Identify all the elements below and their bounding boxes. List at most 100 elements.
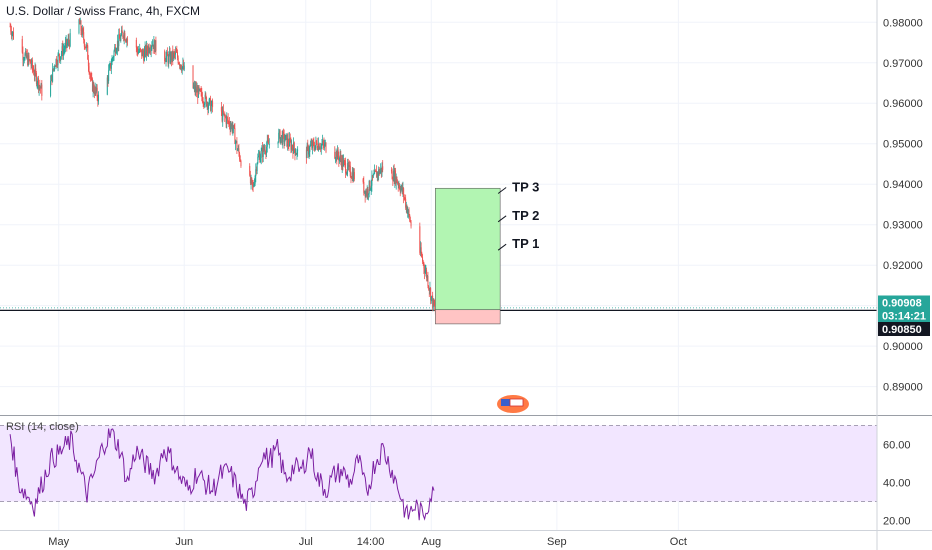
- countdown-badge-bg: [878, 308, 930, 323]
- tp-label: TP 1: [512, 236, 539, 251]
- candle-body: [62, 49, 64, 56]
- candle-body: [28, 55, 30, 60]
- candle-body: [368, 180, 370, 194]
- candle-body: [135, 39, 137, 48]
- candle-body: [344, 161, 346, 163]
- candle-body: [282, 132, 284, 134]
- candle-body: [125, 40, 127, 41]
- candle-body: [210, 104, 212, 111]
- candle-body: [229, 126, 231, 130]
- candle-body: [126, 39, 128, 43]
- candle-body: [295, 154, 297, 155]
- candle-body: [210, 98, 212, 111]
- candle-body: [407, 212, 409, 214]
- candle-body: [346, 172, 348, 175]
- candle-body: [166, 51, 168, 57]
- candle-body: [206, 103, 208, 107]
- candle-body: [175, 51, 177, 53]
- candle-body: [426, 270, 428, 278]
- candle-body: [397, 183, 399, 186]
- candle-body: [340, 155, 342, 161]
- time-axis[interactable]: May Jun Jul 14:00 Aug Sep Oct: [48, 536, 687, 548]
- candle-body: [280, 135, 282, 138]
- candle-body: [169, 51, 171, 62]
- candle-body: [147, 50, 149, 53]
- candle-body: [378, 169, 380, 176]
- candle-body: [322, 141, 324, 144]
- candle-body: [231, 124, 232, 127]
- rsi-tick-label: 20.00: [883, 516, 911, 528]
- candle-body: [33, 70, 35, 75]
- candle-body: [405, 198, 407, 208]
- long-position-tool[interactable]: TP 3 TP 2 TP 1: [435, 179, 539, 325]
- candle-body: [93, 91, 95, 95]
- candle-body: [382, 166, 384, 170]
- candle-body: [10, 26, 12, 32]
- candle-body: [199, 89, 201, 91]
- candle-body: [88, 66, 90, 73]
- candle-body: [174, 51, 176, 55]
- candle-body: [221, 111, 223, 121]
- candle-body: [174, 53, 176, 55]
- price-axis[interactable]: 0.98000 0.97000 0.96000 0.95000 0.94000 0.930…: [876, 0, 930, 550]
- candle-body: [278, 132, 280, 142]
- candle-body: [178, 63, 180, 65]
- candle-body: [12, 31, 14, 34]
- candle-body: [153, 40, 155, 49]
- candle-body: [268, 144, 270, 146]
- candle-body: [92, 84, 94, 92]
- candle-body: [195, 87, 197, 93]
- candle-body: [264, 149, 266, 153]
- candle-body: [363, 190, 365, 193]
- candle-body: [362, 179, 364, 182]
- rsi-label: RSI (14, close): [6, 421, 79, 433]
- candle-body: [429, 288, 431, 291]
- candle-body: [365, 191, 367, 197]
- candle-body: [432, 299, 434, 308]
- candle-body: [201, 91, 203, 97]
- candle-body: [148, 46, 150, 52]
- candle-body: [428, 286, 430, 289]
- candle-body: [93, 84, 95, 92]
- candle-body: [52, 68, 54, 70]
- candle-body: [394, 170, 396, 182]
- price-tick-label: 0.92000: [883, 260, 923, 272]
- candle-body: [112, 57, 114, 59]
- candle-body: [208, 99, 210, 106]
- candle-body: [260, 150, 262, 158]
- candle-body: [350, 176, 352, 178]
- candle-body: [426, 276, 428, 278]
- candle-body: [369, 180, 371, 190]
- candle-body: [343, 160, 345, 162]
- chart-title: U.S. Dollar / Swiss Franc, 4h, FXCM: [6, 4, 201, 18]
- candle-body: [318, 143, 320, 150]
- candle-body: [434, 305, 436, 307]
- candle-body: [36, 83, 38, 85]
- candle-body: [35, 68, 37, 74]
- candle-body: [410, 221, 412, 227]
- candle-body: [25, 50, 27, 55]
- time-tick-label: Aug: [422, 536, 442, 548]
- candle-body: [336, 151, 338, 160]
- candle-body: [265, 152, 267, 154]
- candle-body: [149, 50, 151, 52]
- candle-body: [233, 125, 235, 129]
- candle-body: [283, 133, 285, 143]
- candle-body: [23, 59, 25, 61]
- candle-body: [391, 171, 393, 180]
- candle-body: [177, 57, 179, 64]
- candle-body: [225, 117, 227, 124]
- candle-body: [154, 40, 156, 53]
- candle-body: [249, 175, 251, 184]
- candle-body: [204, 94, 206, 105]
- candle-body: [259, 155, 261, 162]
- candle-body: [392, 179, 394, 181]
- candle-body: [96, 87, 97, 92]
- candle-body: [313, 142, 315, 148]
- candle-body: [289, 138, 291, 142]
- candle-body: [58, 53, 60, 58]
- candle-body: [211, 101, 213, 105]
- candle-body: [405, 205, 407, 208]
- candle-body: [91, 78, 93, 92]
- price-tick-label: 0.96000: [883, 98, 923, 110]
